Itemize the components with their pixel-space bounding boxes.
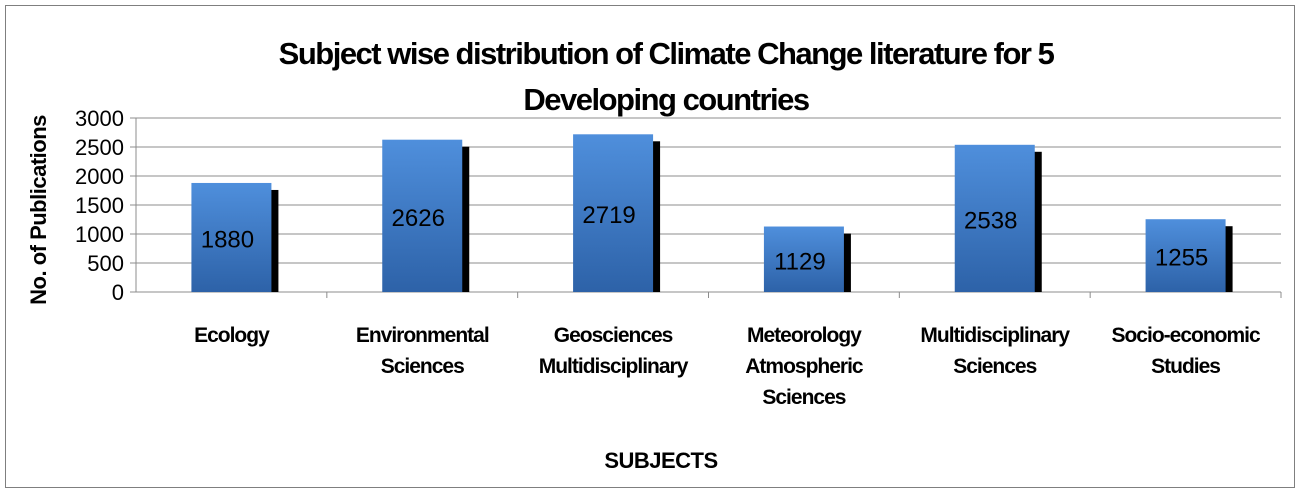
bars: 1880 2626 2719 1129 2538 1255 [191, 134, 1233, 292]
bar [763, 226, 844, 292]
bar-value-label: 1255 [1155, 245, 1208, 272]
y-tick-label: 500 [87, 251, 124, 276]
y-axis-ticks: 0 500 1000 1500 2000 2500 3000 [75, 106, 124, 305]
x-category-label: Ecology [194, 324, 270, 347]
y-tick-label: 1000 [75, 222, 124, 247]
x-category-label: Geosciences [554, 324, 673, 347]
bar [954, 144, 1035, 292]
bar [191, 182, 272, 292]
bar [1145, 219, 1226, 292]
x-category-label: Sciences [953, 355, 1036, 378]
x-category-label: Sciences [381, 355, 464, 378]
bar-value-label: 2626 [392, 205, 445, 232]
x-category-label: Multidisciplinary [539, 355, 689, 378]
bar-value-label: 1129 [774, 248, 826, 275]
bar-chart: Subject wise distribution of Climate Cha… [26, 36, 1282, 473]
x-category-label: Multidisciplinary [920, 324, 1070, 347]
bar-value-label: 2719 [582, 202, 635, 229]
x-category-label: Meteorology [747, 324, 862, 347]
y-tick-label: 1500 [75, 193, 124, 218]
x-axis-categories: Ecology Environmental Sciences Geosciences M… [194, 324, 1262, 409]
y-tick-label: 0 [112, 280, 124, 305]
bar [573, 134, 654, 292]
y-tick-label: 2500 [75, 135, 124, 160]
x-category-label: Socio-economic [1111, 324, 1261, 347]
bar-value-label: 2538 [964, 207, 1017, 234]
x-category-label: Atmospheric [745, 355, 864, 378]
x-category-label: Environmental [356, 324, 489, 347]
x-axis-title: SUBJECTS [604, 448, 717, 473]
x-category-label: Sciences [762, 386, 845, 409]
x-category-label: Studies [1151, 355, 1220, 378]
bar-value-label: 1880 [201, 226, 254, 253]
gridlines [130, 117, 1282, 298]
chart-title: Subject wise distribution of Climate Cha… [279, 36, 1056, 117]
chart-title-line: Subject wise distribution of Climate Cha… [279, 36, 1055, 71]
bar [382, 139, 463, 292]
y-tick-label: 2000 [75, 164, 124, 189]
chart-frame: Subject wise distribution of Climate Cha… [5, 5, 1295, 488]
y-tick-label: 3000 [75, 106, 124, 131]
y-axis-title: No. of Publications [26, 115, 51, 305]
chart-title-line: Developing countries [523, 82, 808, 117]
